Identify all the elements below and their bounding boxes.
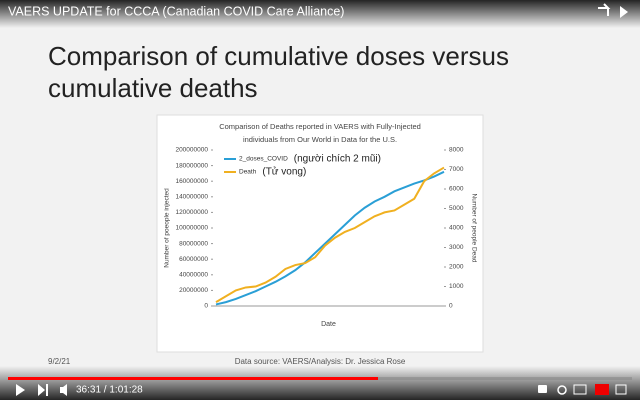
share-icon[interactable] xyxy=(620,6,628,18)
y-tick-label: 140000000 xyxy=(175,194,208,201)
chart-box xyxy=(156,114,484,353)
slide-heading: Comparison of cumulative doses versus xyxy=(48,41,509,71)
y2-tick-label: 5000 xyxy=(449,205,464,212)
legend-label: Death xyxy=(239,169,257,176)
y-tick-label: 160000000 xyxy=(175,178,208,185)
x-axis-label: Date xyxy=(321,321,336,328)
autoplay-icon[interactable] xyxy=(538,385,547,393)
y2-tick-label: 8000 xyxy=(449,147,464,154)
slide-heading: cumulative deaths xyxy=(48,73,258,103)
play-button[interactable] xyxy=(16,384,25,396)
y-tick-label: 60000000 xyxy=(179,256,208,263)
series-line xyxy=(215,170,445,306)
chart: Comparison of Deaths reported in VAERS w… xyxy=(164,122,478,328)
volume-button[interactable] xyxy=(60,384,67,396)
next-button[interactable] xyxy=(38,384,48,396)
progress-played xyxy=(8,377,378,380)
y-tick-label: 100000000 xyxy=(175,225,208,232)
y2-axis-label: Number of people Dead xyxy=(470,193,477,262)
y-tick-label: 80000000 xyxy=(179,240,208,247)
y-tick-label: 200000000 xyxy=(175,147,208,154)
y-tick-label: 120000000 xyxy=(175,209,208,216)
y-tick-label: 180000000 xyxy=(175,162,208,169)
video-title: VAERS UPDATE for CCCA (Canadian COVID Ca… xyxy=(8,4,344,18)
bottom-shade xyxy=(0,366,640,400)
slide-source: Data source: VAERS/Analysis: Dr. Jessica… xyxy=(235,357,406,366)
legend-label: 2_doses_COVID xyxy=(239,156,288,163)
y-axis-label: Number of poeople injected xyxy=(164,188,171,268)
y2-tick-label: 6000 xyxy=(449,186,464,193)
hd-badge[interactable] xyxy=(595,384,609,395)
top-shade xyxy=(0,0,640,28)
time-display: 36:31 / 1:01:28 xyxy=(76,385,143,396)
legend-note: (người chích 2 mũi) xyxy=(294,154,381,165)
series-line xyxy=(215,166,445,303)
watch-later-icon[interactable] xyxy=(598,3,611,16)
chart-title: individuals from Our World in Data for t… xyxy=(243,135,397,144)
y2-tick-label: 2000 xyxy=(449,264,464,271)
y2-tick-label: 0 xyxy=(449,303,453,310)
chart-title: Comparison of Deaths reported in VAERS w… xyxy=(219,122,421,131)
y2-tick-label: 4000 xyxy=(449,225,464,232)
y2-tick-label: 7000 xyxy=(449,166,464,173)
y-tick-label: 0 xyxy=(204,303,208,310)
y-tick-label: 40000000 xyxy=(179,272,208,279)
y-tick-label: 20000000 xyxy=(179,287,208,294)
y2-tick-label: 1000 xyxy=(449,283,464,290)
y2-tick-label: 3000 xyxy=(449,244,464,251)
slide-date: 9/2/21 xyxy=(48,357,71,366)
captions-button[interactable] xyxy=(573,384,587,395)
settings-icon[interactable] xyxy=(557,385,567,395)
legend-note: (Tử vong) xyxy=(262,166,306,178)
fullscreen-button[interactable] xyxy=(615,384,627,395)
